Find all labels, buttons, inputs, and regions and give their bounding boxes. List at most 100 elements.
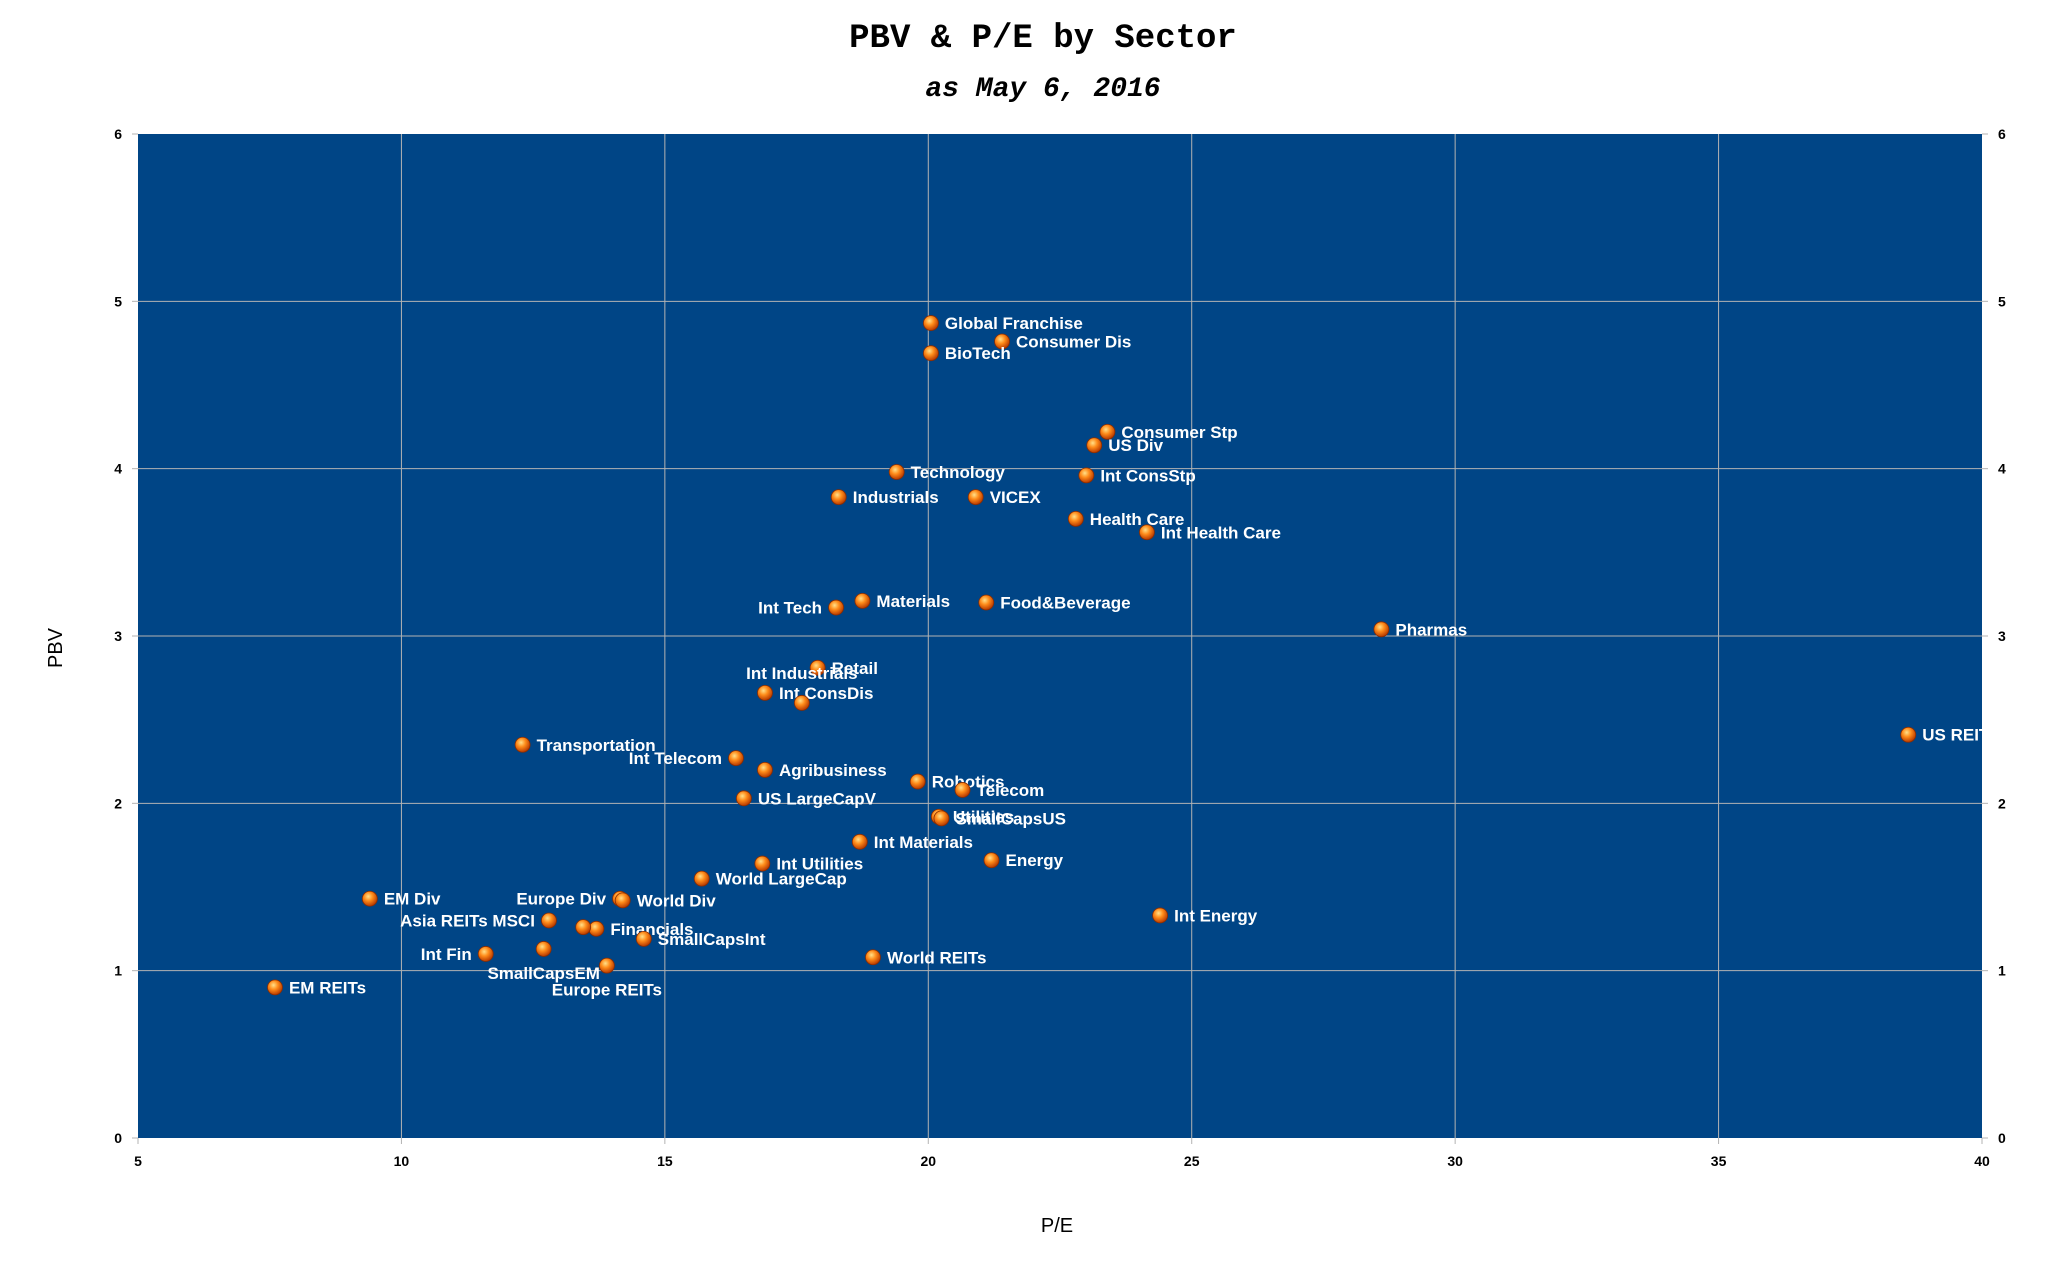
point-label: Food&Beverage bbox=[1000, 594, 1130, 613]
point-label: BioTech bbox=[945, 344, 1011, 363]
point-label: Technology bbox=[911, 463, 1006, 482]
point-label: US LargeCapV bbox=[758, 789, 877, 808]
scatter-point bbox=[978, 594, 995, 611]
scatter-point bbox=[541, 912, 557, 929]
y-tick-label-right: 0 bbox=[1998, 1130, 2006, 1146]
scatter-point bbox=[854, 592, 871, 609]
point-label: Pharmas bbox=[1395, 620, 1467, 639]
scatter-point bbox=[535, 941, 552, 957]
scatter-point bbox=[851, 833, 868, 850]
y-tick-label-right: 3 bbox=[1998, 628, 2006, 644]
x-axis-title: P/E bbox=[1041, 1215, 1073, 1237]
point-label: Materials bbox=[876, 592, 950, 611]
x-tick-label: 20 bbox=[920, 1153, 936, 1169]
chart-subtitle: as May 6, 2016 bbox=[925, 74, 1160, 105]
scatter-point bbox=[1067, 510, 1084, 527]
y-tick-label-right: 6 bbox=[1998, 126, 2006, 142]
point-label: EM REITs bbox=[289, 978, 366, 997]
scatter-point bbox=[514, 736, 531, 753]
point-label: Int Telecom bbox=[629, 749, 722, 768]
point-label: Europe REITs bbox=[552, 981, 662, 1000]
grid-lines bbox=[138, 134, 1982, 1138]
point-label: SmallCapsUS bbox=[955, 809, 1066, 828]
chart-title: PBV & P/E by Sector bbox=[849, 20, 1237, 58]
point-label: Health Care bbox=[1090, 510, 1184, 529]
scatter-point bbox=[1099, 423, 1116, 440]
scatter-point bbox=[830, 489, 847, 506]
point-label: Transportation bbox=[537, 736, 656, 755]
point-label: VICEX bbox=[990, 488, 1042, 507]
scatter-point bbox=[1139, 524, 1155, 541]
scatter-point bbox=[923, 345, 939, 362]
scatter-point bbox=[909, 773, 926, 790]
y-tick-label: 2 bbox=[114, 795, 122, 811]
scatter-point bbox=[635, 930, 652, 947]
point-label: Int ConsStp bbox=[1100, 466, 1195, 485]
scatter-point bbox=[1078, 467, 1095, 484]
y-tick-label: 3 bbox=[114, 628, 122, 644]
y-tick-label: 4 bbox=[114, 461, 122, 477]
scatter-point bbox=[588, 920, 605, 937]
scatter-point bbox=[994, 333, 1010, 350]
scatter-point bbox=[728, 750, 744, 767]
scatter-point bbox=[614, 892, 631, 909]
point-label: Global Franchise bbox=[945, 314, 1083, 333]
scatter-point bbox=[954, 782, 971, 798]
point-label: Int Health Care bbox=[1161, 523, 1281, 542]
scatter-point bbox=[828, 599, 844, 616]
x-tick-label: 5 bbox=[134, 1153, 142, 1169]
scatter-point bbox=[967, 489, 984, 506]
point-label: World REITs bbox=[887, 948, 987, 967]
y-tick-label: 5 bbox=[114, 293, 122, 309]
scatter-point bbox=[865, 949, 881, 966]
point-label: Robotics bbox=[932, 773, 1005, 792]
scatter-point bbox=[793, 695, 810, 711]
scatter-point bbox=[757, 684, 773, 701]
scatter-point bbox=[575, 919, 592, 936]
scatter-point bbox=[933, 810, 950, 827]
scatter-point bbox=[599, 957, 615, 974]
point-label: Industrials bbox=[853, 488, 939, 507]
axis-ticks: 5 10 15 20 25 30 35 40 0 0 1 1 2 2 3 3 4 4 5 5 6 6 bbox=[114, 126, 2006, 1169]
x-tick-label: 25 bbox=[1184, 1153, 1200, 1169]
scatter-point bbox=[809, 659, 826, 676]
scatter-point bbox=[754, 855, 771, 872]
point-label: Utilities bbox=[953, 808, 1014, 827]
scatter-point bbox=[477, 946, 494, 962]
point-label: Telecom bbox=[977, 781, 1045, 800]
scatter-point bbox=[735, 790, 752, 807]
point-label: Agribusiness bbox=[779, 761, 887, 780]
y-tick-label-right: 1 bbox=[1998, 963, 2006, 979]
scatter-point bbox=[923, 315, 939, 331]
point-label: Europe Div bbox=[516, 890, 606, 909]
point-label: Int Materials bbox=[874, 833, 973, 852]
point-label: SmallCapsInt bbox=[658, 930, 766, 949]
point-label: Consumer Dis bbox=[1016, 332, 1131, 351]
x-tick-label: 15 bbox=[657, 1153, 673, 1169]
point-label: US REITs bbox=[1922, 726, 1997, 745]
point-label: Energy bbox=[1006, 851, 1064, 870]
point-label: Int Tech bbox=[758, 599, 822, 618]
point-label: Int Utilities bbox=[776, 855, 863, 874]
y-tick-label-right: 5 bbox=[1998, 293, 2006, 309]
point-label: Int Fin bbox=[421, 945, 472, 964]
scatter-point bbox=[983, 852, 1000, 869]
point-label: SmallCapsEM bbox=[487, 964, 599, 983]
y-tick-label: 1 bbox=[114, 963, 122, 979]
point-label: US Div bbox=[1108, 436, 1163, 455]
y-axis-title: PBV bbox=[45, 627, 67, 668]
scatter-point bbox=[693, 870, 710, 887]
y-tick-label-right: 2 bbox=[1998, 795, 2006, 811]
point-label: Retail bbox=[832, 659, 878, 678]
scatter-point bbox=[1152, 907, 1169, 924]
point-label: Financials bbox=[610, 920, 693, 939]
scatter-point bbox=[1373, 621, 1390, 638]
point-label: Int Energy bbox=[1174, 906, 1258, 925]
x-tick-label: 10 bbox=[394, 1153, 410, 1169]
point-label: Consumer Stp bbox=[1121, 423, 1237, 442]
scatter-point bbox=[1900, 726, 1917, 743]
scatter-point bbox=[888, 464, 905, 480]
x-tick-label: 30 bbox=[1447, 1153, 1463, 1169]
